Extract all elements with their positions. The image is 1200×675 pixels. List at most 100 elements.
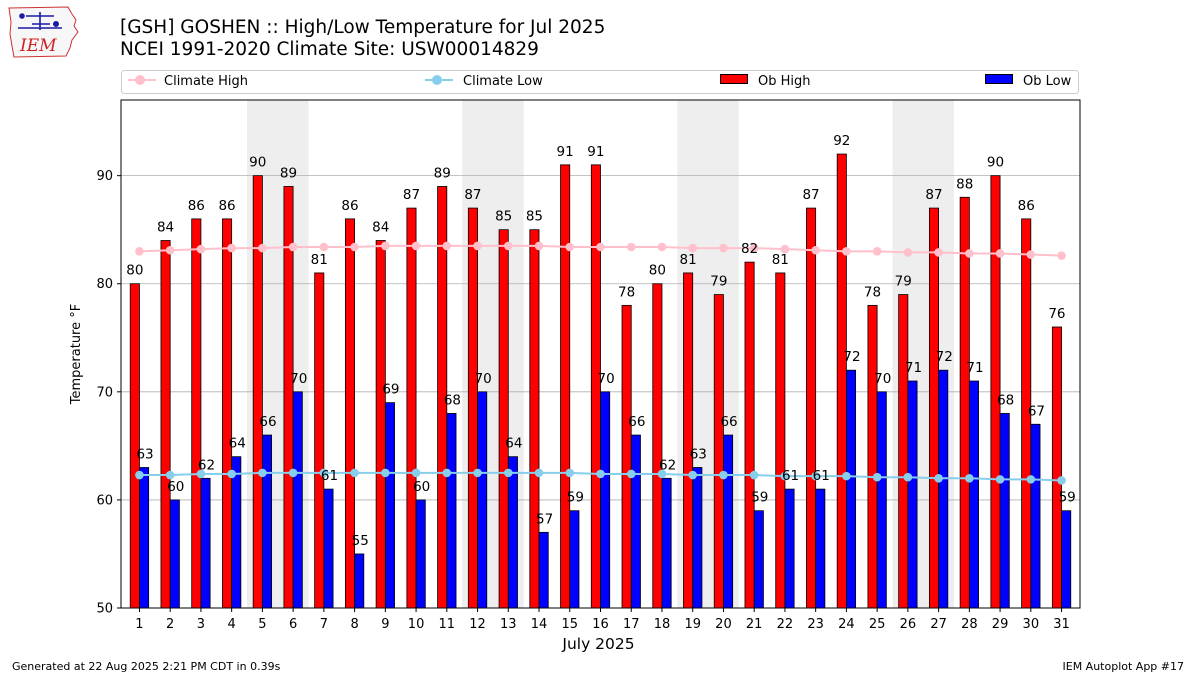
ob-low-label: 70 <box>874 371 891 387</box>
ob-low-bar <box>723 434 734 609</box>
x-tick-label: 21 <box>746 617 763 632</box>
y-tick-label: 50 <box>96 602 113 617</box>
climate-low-point <box>842 471 851 481</box>
climate-low-point <box>227 469 236 479</box>
ob-high-bar <box>129 283 140 609</box>
weekend-band <box>892 100 954 608</box>
climate-low-point <box>319 468 329 478</box>
ob-high-label: 81 <box>311 252 328 268</box>
ob-high-label: 85 <box>495 209 512 225</box>
ob-low-bar <box>261 434 273 609</box>
ob-low-label: 66 <box>720 414 737 430</box>
x-tick-label: 3 <box>197 617 205 632</box>
ob-low-label: 63 <box>690 446 707 462</box>
ob-low-label: 70 <box>475 371 492 387</box>
ob-high-bar <box>467 207 478 609</box>
ob-low-bar <box>661 477 672 609</box>
climate-low-point <box>565 468 575 478</box>
ob-low-label: 59 <box>567 490 584 506</box>
ob-high-bar <box>160 240 171 609</box>
ob-high-label: 78 <box>864 284 881 300</box>
ob-high-bar <box>806 207 817 609</box>
ob-low-swatch-icon <box>985 74 1013 84</box>
x-tick-label: 26 <box>900 617 917 632</box>
x-tick-label: 9 <box>381 617 389 632</box>
ob-low-label: 61 <box>813 468 830 484</box>
legend: Climate High Climate Low Ob High Ob Low <box>121 70 1079 94</box>
climate-low-point <box>534 468 544 478</box>
climate-low-point <box>903 472 913 482</box>
ob-low-bar <box>292 391 303 609</box>
climate-high-point <box>596 242 605 252</box>
ob-high-label: 91 <box>557 144 574 160</box>
ob-high-label: 87 <box>464 187 481 203</box>
ob-low-label: 61 <box>782 468 799 484</box>
climate-low-point <box>381 468 390 478</box>
climate-low-point <box>965 473 974 483</box>
y-tick-label: 70 <box>96 385 113 400</box>
ob-high-label: 79 <box>710 274 727 290</box>
legend-label-climate-high: Climate High <box>164 74 249 89</box>
x-tick-label: 2 <box>166 617 174 632</box>
climate-low-point <box>288 468 298 478</box>
ob-low-bar <box>938 369 949 609</box>
logo-text: IEM <box>19 36 57 56</box>
ob-high-label: 82 <box>741 241 758 257</box>
climate-high-point <box>934 248 943 257</box>
x-tick-label: 31 <box>1053 617 1070 632</box>
climate-low-point <box>196 469 206 479</box>
ob-high-label: 80 <box>126 263 143 279</box>
legend-label-ob-low: Ob Low <box>1023 74 1072 89</box>
ob-high-bar <box>744 261 755 609</box>
ob-low-bar <box>446 413 457 609</box>
ob-low-label: 71 <box>905 360 922 376</box>
ob-low-label: 67 <box>1028 403 1045 419</box>
ob-high-label: 84 <box>372 220 389 236</box>
ob-high-bar <box>529 229 540 609</box>
climate-low-point <box>503 468 513 478</box>
weekend-band <box>462 100 524 608</box>
iowa-outline-icon <box>8 6 79 58</box>
ob-low-bar <box>1030 423 1041 609</box>
ob-low-label: 63 <box>136 446 153 462</box>
ob-high-bar <box>867 304 878 609</box>
ob-high-label: 81 <box>680 252 697 268</box>
ob-high-bar <box>252 175 263 609</box>
iem-logo: IEM <box>8 6 79 58</box>
x-tick-label: 25 <box>869 617 886 632</box>
ob-high-label: 87 <box>403 187 420 203</box>
ob-low-bar <box>139 467 150 609</box>
ob-low-bar <box>907 380 918 609</box>
climate-high-point <box>258 243 267 253</box>
ob-high-label: 86 <box>341 198 358 214</box>
climate-high-point <box>626 242 636 252</box>
ob-low-label: 72 <box>936 349 953 365</box>
ob-high-bar <box>406 207 417 609</box>
ob-low-bar <box>630 434 641 609</box>
ob-low-bar <box>384 402 395 609</box>
climate-high-point <box>442 241 452 251</box>
ob-low-label: 68 <box>997 392 1014 408</box>
climate-high-point <box>288 242 298 252</box>
climate-low-point <box>749 470 759 480</box>
climate-high-point <box>473 241 482 251</box>
climate-low-point <box>596 469 605 479</box>
ob-low-bar <box>507 456 518 609</box>
climate-low-point <box>473 468 482 478</box>
ob-low-bar <box>354 553 365 609</box>
climate-low-point <box>165 470 175 480</box>
chart-subtitle: NCEI 1991-2020 Climate Site: USW00014829 <box>120 39 539 60</box>
ob-high-label: 90 <box>249 155 266 171</box>
x-tick-label: 19 <box>684 617 701 632</box>
climate-high-point <box>719 243 728 253</box>
ob-high-bar <box>344 218 356 609</box>
ob-low-label: 61 <box>321 468 338 484</box>
ob-low-bar <box>477 391 488 609</box>
ob-low-bar <box>815 488 826 609</box>
climate-low-point <box>1057 476 1066 485</box>
ob-low-bar <box>538 531 549 609</box>
x-tick-label: 7 <box>320 617 328 632</box>
ob-low-bar <box>1061 510 1072 609</box>
climate-low-point <box>811 471 820 481</box>
